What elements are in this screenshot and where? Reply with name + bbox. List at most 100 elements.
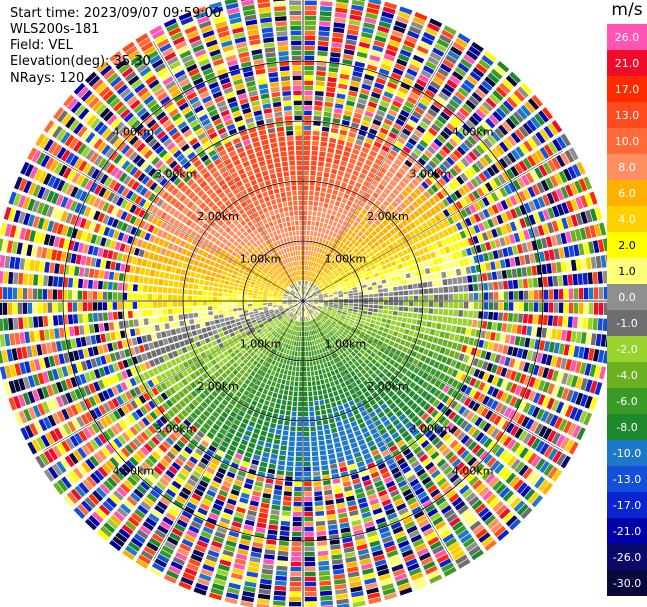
radar-gate-cell — [389, 415, 397, 423]
radar-gate-cell — [342, 220, 348, 227]
radar-gate-cell — [534, 167, 544, 179]
radar-gate-cell — [539, 443, 550, 455]
radar-gate-cell — [359, 349, 366, 355]
radar-gate-cell — [543, 463, 554, 477]
radar-gate-cell — [375, 252, 381, 258]
radar-gate-cell — [520, 485, 532, 498]
radar-gate-cell — [369, 399, 377, 406]
radar-gate-cell — [301, 316, 303, 322]
radar-gate-cell — [280, 525, 290, 531]
radar-gate-cell — [358, 298, 364, 301]
radar-gate-cell — [434, 412, 443, 421]
radar-gate-cell — [304, 291, 307, 296]
radar-gate-cell — [402, 105, 412, 114]
radar-gate-cell — [367, 2, 381, 10]
radar-gate-cell — [438, 221, 446, 230]
radar-gate-cell — [595, 255, 602, 269]
radar-gate-cell — [419, 399, 427, 408]
radar-gate-cell — [460, 209, 468, 218]
radar-gate-cell — [502, 79, 515, 91]
radar-gate-cell — [501, 270, 508, 279]
radar-gate-cell — [354, 321, 360, 326]
radar-gate-cell — [491, 322, 498, 331]
radar-gate-cell — [225, 334, 231, 340]
radar-gate-cell — [304, 526, 314, 532]
radar-gate-cell — [308, 296, 313, 299]
radar-gate-cell — [392, 175, 401, 184]
radar-gate-cell — [391, 394, 399, 402]
radar-gate-cell — [435, 426, 444, 435]
radar-gate-cell — [366, 349, 372, 355]
radar-gate-cell — [496, 202, 504, 212]
radar-gate-cell — [328, 453, 336, 460]
radar-gate-cell — [347, 288, 353, 292]
radar-gate-cell — [405, 225, 412, 232]
radar-gate-cell — [474, 175, 483, 185]
radar-gate-cell — [352, 334, 358, 340]
radar-gate-cell — [381, 471, 391, 479]
radar-gate-cell — [343, 294, 349, 297]
radar-gate-cell — [262, 493, 272, 499]
radar-gate-cell — [405, 216, 413, 224]
radar-gate-cell — [333, 352, 339, 358]
radar-gate-cell — [411, 277, 417, 283]
radar-gate-cell — [418, 333, 424, 339]
radar-gate-cell — [308, 266, 311, 271]
radar-gate-cell — [510, 132, 521, 144]
radar-gate-cell — [400, 322, 406, 328]
radar-gate-cell — [378, 305, 384, 309]
radar-gate-cell — [468, 476, 479, 487]
radar-gate-cell — [397, 316, 403, 322]
radar-gate-cell — [439, 347, 446, 354]
radar-gate-cell — [344, 380, 351, 386]
radar-gate-cell — [307, 271, 310, 276]
radar-gate-cell — [403, 306, 409, 312]
radar-gate-cell — [333, 295, 339, 298]
radar-gate-cell — [491, 443, 501, 455]
radar-gate-cell — [354, 265, 360, 271]
radar-gate-cell — [491, 204, 500, 214]
radar-gate-cell — [413, 250, 420, 257]
radar-gate-cell — [304, 60, 315, 66]
radar-gate-cell — [294, 481, 302, 487]
radar-gate-cell — [366, 283, 372, 287]
radar-gate-cell — [294, 351, 298, 357]
radar-gate-cell — [313, 295, 318, 298]
radar-gate-cell — [584, 226, 592, 239]
radar-gate-cell — [251, 400, 258, 407]
radar-gate-cell — [377, 72, 388, 81]
radar-gate-cell — [526, 119, 537, 132]
radar-gate-cell — [310, 160, 317, 166]
radar-gate-cell — [355, 182, 362, 189]
radar-gate-cell — [370, 215, 377, 222]
radar-gate-cell — [478, 370, 485, 380]
radar-gate-cell — [404, 207, 412, 215]
radar-gate-cell — [334, 201, 341, 207]
radar-gate-cell — [312, 306, 317, 310]
radar-gate-cell — [528, 302, 534, 312]
radar-gate-cell — [330, 370, 336, 376]
radar-gate-cell — [535, 149, 545, 162]
radar-gate-cell — [272, 494, 282, 501]
radar-gate-cell — [308, 303, 313, 306]
radar-gate-cell — [430, 377, 438, 385]
radar-gate-cell — [568, 302, 574, 314]
radar-gate-cell — [519, 336, 526, 347]
radar-gate-cell — [423, 246, 430, 254]
radar-gate-cell — [509, 221, 517, 232]
radar-gate-cell — [457, 62, 470, 73]
radar-gate-cell — [333, 573, 346, 580]
radar-gate-cell — [397, 136, 406, 145]
radar-gate-cell — [306, 265, 309, 271]
radar-gate-cell — [303, 371, 307, 377]
radar-gate-cell — [326, 345, 331, 351]
radar-gate-cell — [322, 177, 329, 183]
radar-gate-cell — [460, 172, 469, 182]
radar-gate-cell — [279, 530, 290, 536]
radar-gate-cell — [321, 260, 326, 266]
radar-gate-cell — [377, 340, 384, 346]
radar-gate-cell — [256, 369, 263, 375]
radar-gate-cell — [321, 289, 327, 293]
radar-gate-cell — [481, 273, 488, 281]
radar-gate-cell — [397, 114, 408, 122]
